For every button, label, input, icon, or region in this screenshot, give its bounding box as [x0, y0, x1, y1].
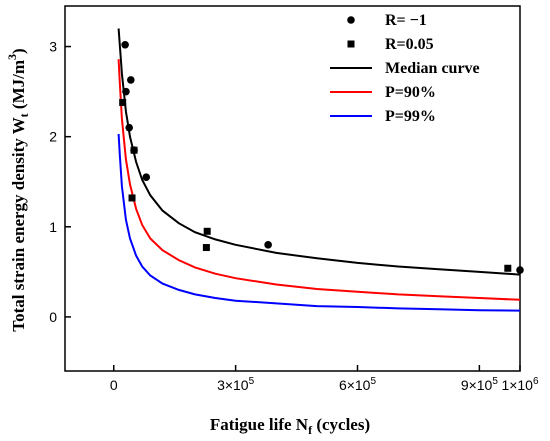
y-tick-label: 1: [49, 219, 57, 235]
axis-ticks: 0 3×105 6×105 9×105 1×106 0 1 2 3: [49, 39, 539, 393]
x-axis-title: Fatigue life Nf (cycles): [210, 415, 370, 437]
data-series: [117, 28, 524, 312]
plot-frame: [64, 5, 521, 372]
y-axis-title-sup: 3: [5, 54, 19, 60]
point-circle: [264, 241, 272, 249]
point-circle: [125, 123, 133, 132]
y-axis-title: Total strain energy density Wt (MJ/m3): [5, 48, 31, 331]
x-axis-title-tail: (cycles): [312, 415, 370, 434]
point-square: [202, 244, 210, 252]
y-axis-title-main: Total strain energy density W: [9, 117, 28, 331]
line-p-99: [117, 133, 521, 312]
point-square: [119, 98, 127, 106]
point-circle: [516, 266, 524, 274]
legend-label: P=90%: [385, 84, 436, 101]
x-tick-label: 0: [110, 377, 118, 393]
legend-marker-square: [347, 40, 355, 48]
point-square: [504, 264, 512, 272]
point-circle: [121, 40, 129, 49]
y-axis-title-sub: t: [17, 113, 31, 117]
line-p-90: [117, 59, 521, 301]
point-circle: [127, 76, 135, 84]
x-tick-label: 9×105: [461, 376, 499, 393]
legend-label: R=0.05: [385, 36, 434, 53]
point-square: [130, 146, 138, 154]
y-axis-title-tail: (MJ/m: [9, 60, 28, 113]
point-circle: [142, 173, 151, 182]
line-median-curve: [117, 28, 521, 276]
x-tick-label: 6×105: [339, 376, 377, 393]
y-tick-label: 0: [49, 309, 57, 325]
x-axis-title-main: Fatigue life N: [210, 415, 309, 434]
point-square: [128, 194, 136, 202]
point-square: [203, 227, 211, 235]
x-tick-label: 1×106: [501, 376, 539, 393]
x-tick-label: 3×105: [217, 376, 255, 393]
legend: R= −1 R=0.05 Median curve P=90% P=99%: [330, 12, 480, 125]
x-axis-title-sub: f: [308, 423, 313, 437]
point-circle: [122, 87, 130, 96]
legend-marker-circle: [347, 16, 355, 24]
y-axis-title-end: ): [9, 48, 28, 54]
legend-label: Median curve: [385, 60, 480, 77]
legend-label: R= −1: [385, 12, 427, 29]
legend-label: P=99%: [385, 108, 436, 125]
y-tick-label: 3: [49, 39, 57, 55]
y-tick-label: 2: [49, 129, 57, 145]
